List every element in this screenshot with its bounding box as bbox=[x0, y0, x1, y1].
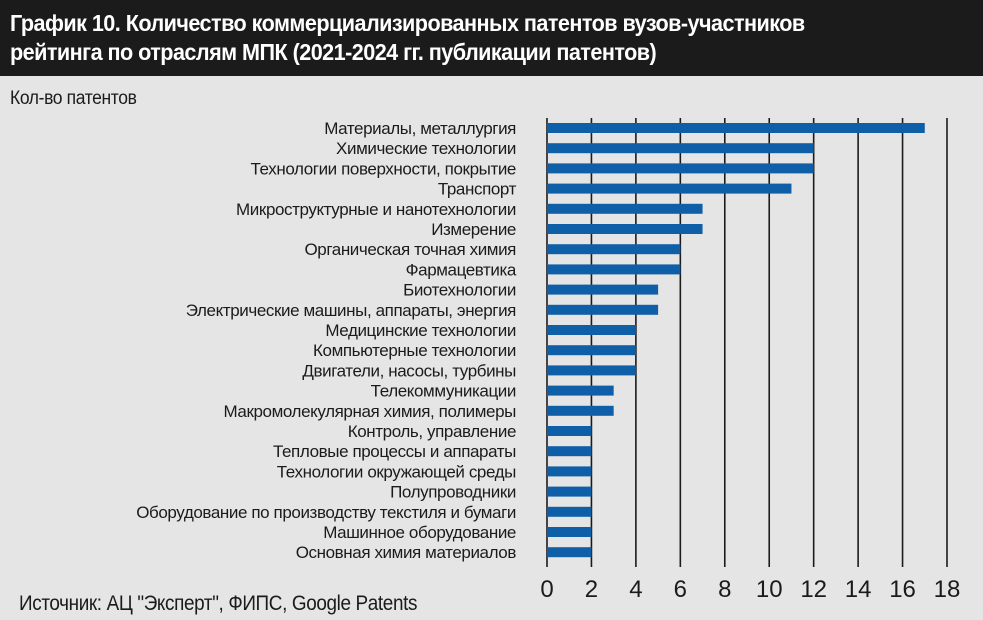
category-label: Электрические машины, аппараты, энергия bbox=[186, 301, 516, 320]
bar bbox=[547, 426, 592, 436]
category-label: Компьютерные технологии bbox=[313, 341, 516, 360]
category-label: Измерение bbox=[431, 220, 516, 239]
category-label: Медицинские технологии bbox=[325, 321, 516, 340]
category-label: Основная химия материалов bbox=[296, 543, 517, 562]
category-label: Тепловые процессы и аппараты bbox=[273, 442, 516, 461]
bar bbox=[547, 304, 659, 315]
category-label: Микроструктурные и нанотехнологии bbox=[236, 200, 516, 219]
chart-title: График 10. Количество коммерциализирован… bbox=[10, 10, 805, 65]
x-tick-label: 12 bbox=[800, 576, 827, 603]
category-label: Двигатели, насосы, турбины bbox=[302, 361, 516, 380]
bar bbox=[547, 163, 814, 174]
x-tick-label: 2 bbox=[585, 576, 598, 603]
x-tick-label: 14 bbox=[845, 576, 872, 603]
bar bbox=[547, 143, 814, 154]
bar bbox=[547, 284, 659, 295]
category-label: Контроль, управление bbox=[348, 422, 516, 441]
category-label: Технологии поверхности, покрытие bbox=[251, 159, 516, 178]
bar bbox=[547, 345, 636, 356]
category-label: Фармацевтика bbox=[406, 260, 517, 279]
bar bbox=[547, 123, 925, 133]
axis-label: Кол-во патентов bbox=[10, 88, 137, 109]
x-tick-label: 16 bbox=[889, 576, 916, 603]
category-label: Биотехнологии bbox=[403, 281, 516, 300]
x-tick-label: 18 bbox=[934, 576, 961, 603]
bar bbox=[547, 325, 636, 335]
x-tick-label: 6 bbox=[674, 576, 687, 603]
x-tick-label: 10 bbox=[756, 576, 783, 603]
x-tick-label: 8 bbox=[718, 576, 731, 603]
bar bbox=[547, 203, 703, 214]
bar bbox=[547, 385, 614, 396]
bar bbox=[547, 365, 636, 376]
bar bbox=[547, 547, 592, 558]
category-label: Материалы, металлургия bbox=[324, 119, 516, 138]
chart-header: График 10. Количество коммерциализирован… bbox=[0, 0, 983, 76]
category-label: Технологии окружающей среды bbox=[277, 462, 516, 481]
category-label: Оборудование по производству текстиля и … bbox=[136, 503, 516, 522]
bar bbox=[547, 506, 592, 517]
category-label: Органическая точная химия bbox=[304, 240, 516, 259]
bar bbox=[547, 244, 681, 255]
x-tick-label: 0 bbox=[540, 576, 553, 603]
bar bbox=[547, 224, 703, 234]
bar bbox=[547, 466, 592, 477]
category-label: Телекоммуникации bbox=[371, 382, 516, 401]
category-label: Транспорт bbox=[438, 180, 517, 199]
category-label: Машинное оборудование bbox=[323, 523, 516, 542]
bar bbox=[547, 446, 592, 457]
bar bbox=[547, 486, 592, 497]
category-label: Макромолекулярная химия, полимеры bbox=[223, 402, 516, 421]
bar bbox=[547, 183, 792, 194]
source-note: Источник: АЦ "Эксперт", ФИПС, Google Pat… bbox=[19, 592, 418, 615]
category-label: Химические технологии bbox=[336, 139, 516, 158]
bar bbox=[547, 264, 681, 275]
x-tick-label: 4 bbox=[629, 576, 642, 603]
bar bbox=[547, 405, 614, 416]
bar bbox=[547, 527, 592, 537]
category-label: Полупроводники bbox=[390, 483, 516, 502]
